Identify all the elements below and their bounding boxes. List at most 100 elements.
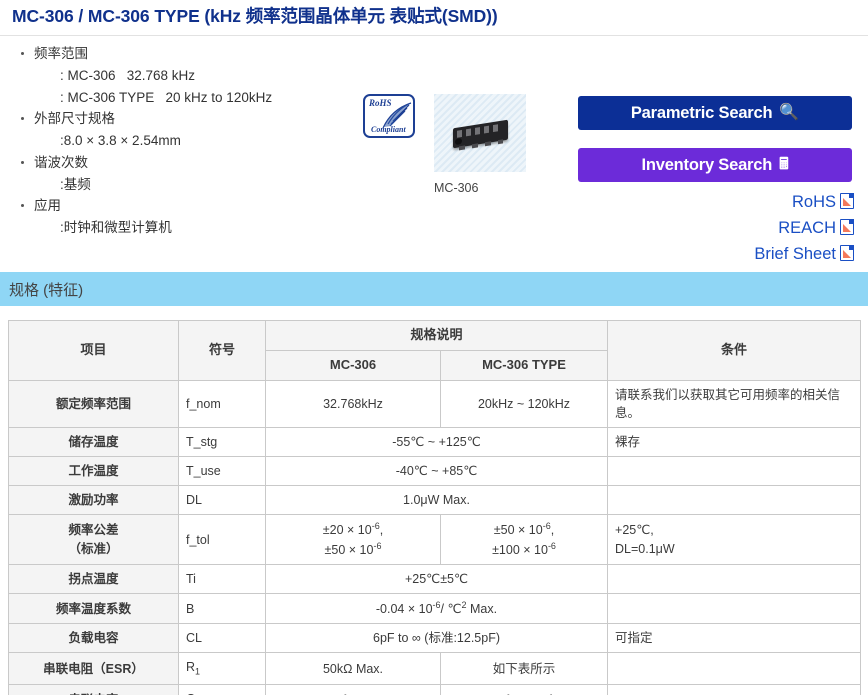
reach-link-label: REACH	[778, 219, 836, 237]
specifications-table: 项目 符号 规格说明 条件 MC-306 MC-306 TYPE 额定频率范围 …	[8, 320, 862, 695]
col-header-spec-group: 规格说明	[264, 320, 609, 351]
spec-b-tail1: ,	[550, 523, 555, 538]
package-notch	[455, 137, 462, 146]
brief-sheet-link-label: Brief Sheet	[754, 245, 836, 263]
crystal-package-graphic	[453, 119, 508, 151]
row-spec-b: ±50 × 10-6, ±100 × 10-6	[439, 514, 609, 565]
row-item: 额定频率范围	[8, 379, 179, 428]
feature-detail: :时钟和微型计算机	[60, 220, 172, 236]
row-condition	[607, 592, 862, 625]
rohs-compliant-badge-icon: RoHS Compliant	[363, 94, 415, 138]
package-leads	[459, 139, 503, 151]
table-body: 额定频率范围 f_nom 32.768kHz 20kHz ~ 120kHz 请联…	[8, 379, 862, 695]
col-header-condition: 条件	[607, 320, 862, 381]
spec-a-l2: ±50 × 10	[324, 542, 374, 557]
col-header-spec-b: MC-306 TYPE	[439, 349, 609, 381]
feature-detail: : MC-306 32.768 kHz	[60, 67, 196, 83]
product-photo	[434, 94, 526, 172]
row-symbol: B	[178, 592, 266, 625]
feature-detail: :基频	[60, 176, 91, 192]
row-condition	[607, 652, 862, 685]
row-item: 频率公差 （标准）	[8, 514, 179, 565]
row-condition: +25℃, DL=0.1μW	[607, 514, 862, 565]
feature-label: 谐波次数	[34, 154, 88, 170]
spec-b-sup1: -6	[542, 521, 551, 532]
rohs-document-link[interactable]: RoHS	[754, 193, 854, 212]
list-item: 外部尺寸规格 :8.0 × 3.8 × 2.54mm	[21, 109, 350, 152]
row-symbol: f_tol	[178, 514, 266, 565]
spec-sup2: 2	[461, 600, 467, 610]
product-image-block: MC-306	[434, 94, 526, 195]
col-header-spec-a: MC-306	[265, 349, 441, 381]
reach-document-link[interactable]: REACH	[754, 219, 854, 238]
row-spec-merged: 6pF to ∞ (标准:12.5pF)	[264, 623, 609, 654]
row-symbol: Ti	[178, 563, 266, 595]
table-header-row-1: 项目 符号 规格说明 条件	[8, 320, 862, 381]
pdf-icon	[840, 219, 854, 235]
row-symbol: T_stg	[178, 426, 266, 458]
table-row: 串联电阻（ESR） R1 50kΩ Max. 如下表所示	[8, 652, 862, 685]
row-condition	[607, 683, 862, 695]
row-spec-merged: -55℃ ~ +125℃	[264, 426, 609, 458]
section-heading: 规格 (特征)	[9, 281, 84, 299]
spec-a-sup1: -6	[371, 521, 380, 532]
row-condition: 裸存	[607, 426, 862, 458]
row-spec-merged: -0.04 × 10-6/ ℃2 Max.	[264, 592, 609, 625]
spec-b-l2: ±100 × 10	[492, 542, 548, 557]
spec-sup: -6	[432, 600, 441, 610]
row-symbol: T_use	[178, 456, 266, 487]
row-item-line2: （标准）	[68, 541, 119, 556]
row-spec-b: 4.0fF ~ 0.6fF	[439, 683, 609, 695]
spec-b-l1: ±50 × 10	[493, 523, 543, 538]
row-condition	[607, 456, 862, 487]
inventory-search-button[interactable]: Inventory Search 🖩	[578, 148, 852, 182]
spec-b-sup2: -6	[547, 540, 556, 551]
table-row: 激励功率 DL 1.0μW Max.	[8, 485, 862, 516]
feature-label: 频率范围	[34, 46, 88, 61]
brief-sheet-document-link[interactable]: Brief Sheet	[754, 245, 854, 264]
table-row: 额定频率范围 f_nom 32.768kHz 20kHz ~ 120kHz 请联…	[8, 379, 862, 428]
symbol-sub: 1	[195, 666, 201, 677]
row-spec-b: 如下表所示	[439, 652, 609, 685]
row-symbol: f_nom	[178, 379, 266, 428]
row-symbol: C1	[178, 683, 266, 695]
table-head: 项目 符号 规格说明 条件 MC-306 MC-306 TYPE	[8, 320, 862, 381]
cond-line1: +25℃,	[615, 523, 654, 538]
feature-label: 应用	[34, 198, 61, 214]
row-spec-merged: -40℃ ~ +85℃	[264, 456, 609, 487]
search-icon: 🔍	[779, 104, 800, 121]
table-row: 工作温度 T_use -40℃ ~ +85℃	[8, 456, 862, 487]
spec-a-tail1: ,	[379, 523, 384, 538]
row-symbol: CL	[178, 623, 266, 654]
rohs-badge-bottom-text: Compliant	[371, 125, 406, 134]
feature-detail: :8.0 × 3.8 × 2.54mm	[60, 133, 181, 149]
row-item: 拐点温度	[8, 563, 179, 595]
page-title-bar: MC-306 / MC-306 TYPE (kHz 频率范围晶体单元 表贴式(S…	[0, 0, 868, 36]
row-spec-merged: 1.0μW Max.	[264, 485, 609, 516]
row-item: 负载电容	[8, 623, 179, 654]
row-condition	[607, 563, 862, 595]
feature-list: 频率范围 : MC-306 32.768 kHz : MC-306 TYPE 2…	[0, 44, 350, 240]
table-row: 拐点温度 Ti +25℃±5℃	[8, 563, 862, 595]
spec-tail: Max.	[466, 602, 498, 617]
col-header-item: 项目	[8, 320, 179, 381]
spec-a-l1: ±20 × 10	[322, 523, 372, 538]
row-condition: 请联系我们以获取其它可用频率的相关信息。	[607, 379, 862, 428]
list-item: 频率范围 : MC-306 32.768 kHz : MC-306 TYPE 2…	[21, 44, 350, 108]
symbol-base: C	[186, 692, 195, 695]
parametric-search-button[interactable]: Parametric Search 🔍	[578, 96, 852, 130]
row-item: 储存温度	[8, 426, 179, 458]
list-item: 应用 :时钟和微型计算机	[21, 196, 350, 239]
rohs-badge-top-text: RoHS	[369, 98, 392, 108]
row-spec-a: 50kΩ Max.	[265, 652, 441, 685]
feature-detail: : MC-306 TYPE 20 kHz to 120kHz	[60, 89, 273, 105]
row-spec-a: 1.8fF Typ.	[265, 683, 441, 695]
product-overview-area: 频率范围 : MC-306 32.768 kHz : MC-306 TYPE 2…	[0, 36, 868, 263]
calculator-icon: 🖩	[779, 156, 789, 173]
rohs-link-label: RoHS	[791, 193, 836, 211]
specifications-table-wrapper: 项目 符号 规格说明 条件 MC-306 MC-306 TYPE 额定频率范围 …	[8, 320, 862, 695]
product-caption: MC-306	[434, 181, 479, 195]
spec-a-sup2: -6	[373, 540, 382, 551]
row-spec-a: ±20 × 10-6, ±50 × 10-6	[265, 514, 441, 565]
